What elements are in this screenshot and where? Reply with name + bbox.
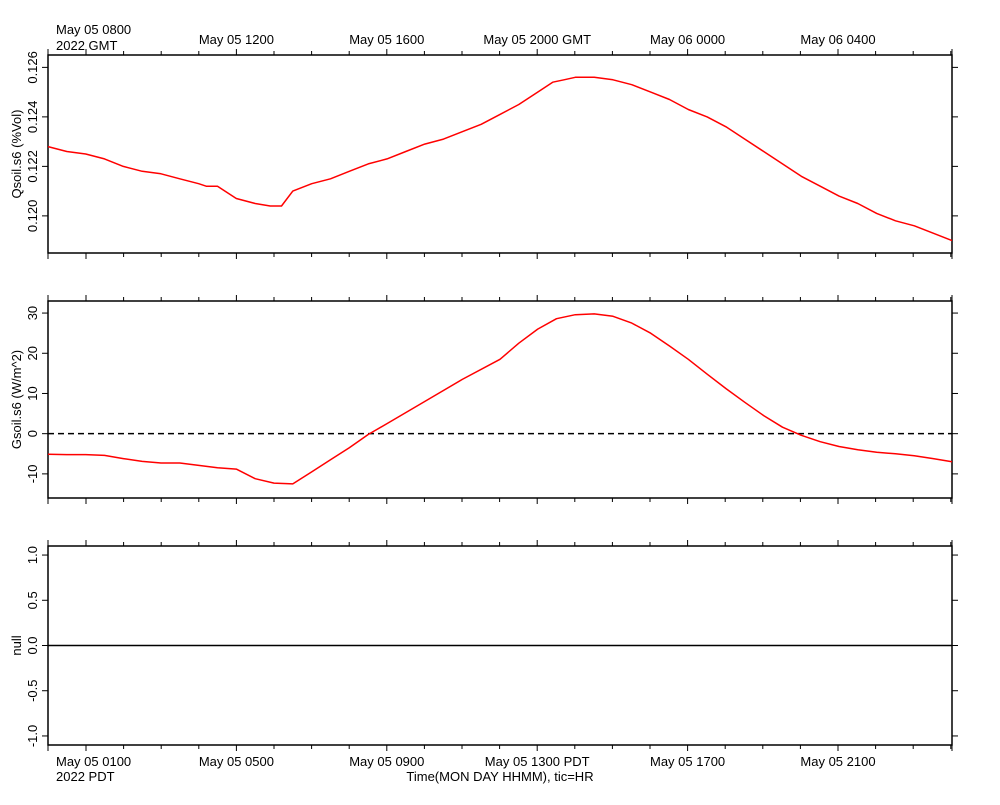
- y-tick-label: 0.120: [25, 200, 40, 233]
- gmt-tick-labels: May 05 1200 May 05 1600 May 05 2000 GMT May…: [199, 32, 876, 47]
- plot-frame: [47, 300, 953, 499]
- gmt-start-label: May 05 0800: [56, 22, 131, 37]
- y-tick-label: 0.122: [25, 150, 40, 183]
- gmt-tick-label: May 06 0000: [650, 32, 725, 47]
- y-tick-label: 0.126: [25, 51, 40, 84]
- y-tick-label: -10: [25, 464, 40, 483]
- pdt-tick-label: May 05 1700: [650, 754, 725, 769]
- y-tick-label: 0: [25, 430, 40, 437]
- pdt-start-year-label: 2022 PDT: [56, 769, 115, 784]
- gmt-tick-label: May 05 1600: [349, 32, 424, 47]
- x-axis-label: Time(MON DAY HHMM), tic=HR: [406, 769, 593, 784]
- gsoil-panel: -10 0 10 20 30 Gsoil.s6 (W/m^2): [9, 295, 958, 504]
- series-line: [47, 76, 953, 242]
- plot-frame: [47, 54, 953, 254]
- y-axis-label: Gsoil.s6 (W/m^2): [9, 350, 24, 449]
- gmt-tick-label: May 05 2000 GMT: [483, 32, 591, 47]
- pdt-tick-label: May 05 2100: [800, 754, 875, 769]
- y-axis-label: Qsoil.s6 (%Vol): [9, 110, 24, 199]
- gmt-start-year-label: 2022 GMT: [56, 38, 117, 53]
- y-axis-label: null: [9, 635, 24, 655]
- y-tick-label: 10: [25, 386, 40, 400]
- y-tick-label: 1.0: [25, 546, 40, 564]
- pdt-tick-labels: May 05 0500 May 05 0900 May 05 1300 PDT May…: [199, 754, 876, 769]
- null-panel: -1.0 -0.5 0.0 0.5 1.0 null: [9, 540, 958, 751]
- y-tick-label: 0.0: [25, 636, 40, 654]
- gmt-tick-label: May 06 0400: [800, 32, 875, 47]
- gmt-tick-label: May 05 1200: [199, 32, 274, 47]
- pdt-start-label: May 05 0100: [56, 754, 131, 769]
- pdt-tick-label: May 05 1300 PDT: [485, 754, 590, 769]
- pdt-tick-label: May 05 0500: [199, 754, 274, 769]
- y-tick-label: 0.124: [25, 101, 40, 134]
- series-line: [47, 313, 953, 485]
- y-tick-label: 20: [25, 346, 40, 360]
- y-tick-label: -1.0: [25, 725, 40, 747]
- pdt-tick-label: May 05 0900: [349, 754, 424, 769]
- y-tick-label: 30: [25, 306, 40, 320]
- y-tick-label: -0.5: [25, 680, 40, 702]
- y-tick-label: 0.5: [25, 591, 40, 609]
- qsoil-panel: 0.120 0.122 0.124 0.126 Qsoil.s6 (%Vol): [9, 49, 958, 259]
